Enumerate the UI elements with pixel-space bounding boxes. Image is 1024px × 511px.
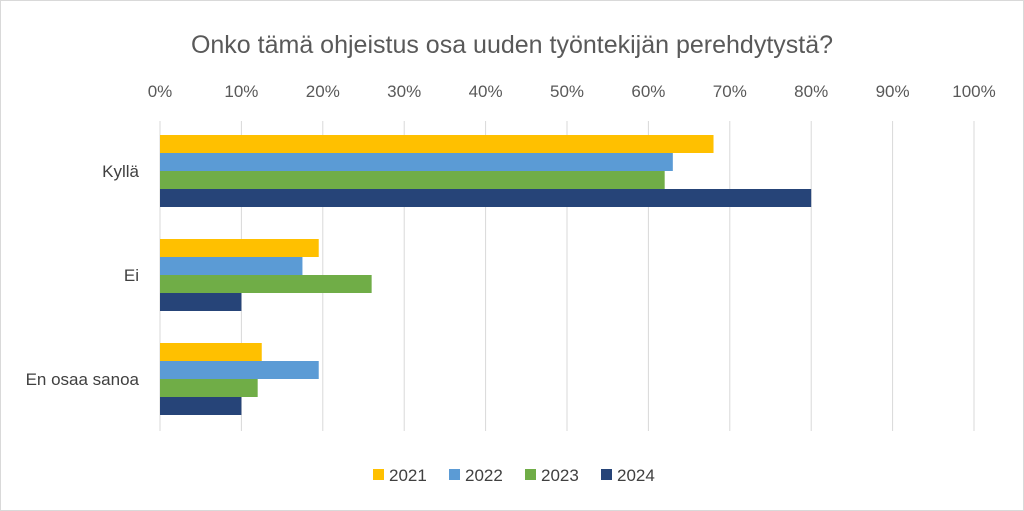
bar bbox=[160, 361, 319, 379]
bar bbox=[160, 397, 242, 415]
legend-swatch bbox=[373, 469, 384, 480]
bar bbox=[160, 343, 262, 361]
bar bbox=[160, 153, 673, 171]
legend: 2021 2022 2023 2024 bbox=[373, 466, 655, 485]
bar bbox=[160, 239, 319, 257]
bar bbox=[160, 257, 303, 275]
bars bbox=[160, 135, 812, 415]
legend-swatch bbox=[601, 469, 612, 480]
category-labels: Kyllä Ei En osaa sanoa bbox=[26, 162, 140, 389]
bar bbox=[160, 379, 258, 397]
category-label: Kyllä bbox=[102, 162, 139, 181]
x-tick-label: 100% bbox=[952, 82, 995, 101]
x-axis-ticks: 0% 10% 20% 30% 40% 50% 60% 70% 80% 90% 100% bbox=[148, 82, 996, 101]
x-tick-label: 30% bbox=[387, 82, 421, 101]
x-tick-label: 0% bbox=[148, 82, 173, 101]
x-tick-label: 90% bbox=[876, 82, 910, 101]
x-tick-label: 70% bbox=[713, 82, 747, 101]
x-tick-label: 60% bbox=[631, 82, 665, 101]
bar bbox=[160, 135, 714, 153]
bar bbox=[160, 171, 665, 189]
x-tick-label: 40% bbox=[469, 82, 503, 101]
legend-label: 2021 bbox=[389, 466, 427, 485]
x-tick-label: 20% bbox=[306, 82, 340, 101]
bar bbox=[160, 189, 812, 207]
bar bbox=[160, 275, 372, 293]
category-label: Ei bbox=[124, 266, 139, 285]
bar bbox=[160, 293, 242, 311]
chart-title: Onko tämä ohjeistus osa uuden työntekijä… bbox=[191, 31, 833, 59]
legend-label: 2024 bbox=[617, 466, 655, 485]
x-tick-label: 80% bbox=[794, 82, 828, 101]
category-label: En osaa sanoa bbox=[26, 370, 140, 389]
legend-swatch bbox=[525, 469, 536, 480]
legend-label: 2022 bbox=[465, 466, 503, 485]
legend-swatch bbox=[449, 469, 460, 480]
x-tick-label: 50% bbox=[550, 82, 584, 101]
legend-label: 2023 bbox=[541, 466, 579, 485]
x-tick-label: 10% bbox=[224, 82, 258, 101]
